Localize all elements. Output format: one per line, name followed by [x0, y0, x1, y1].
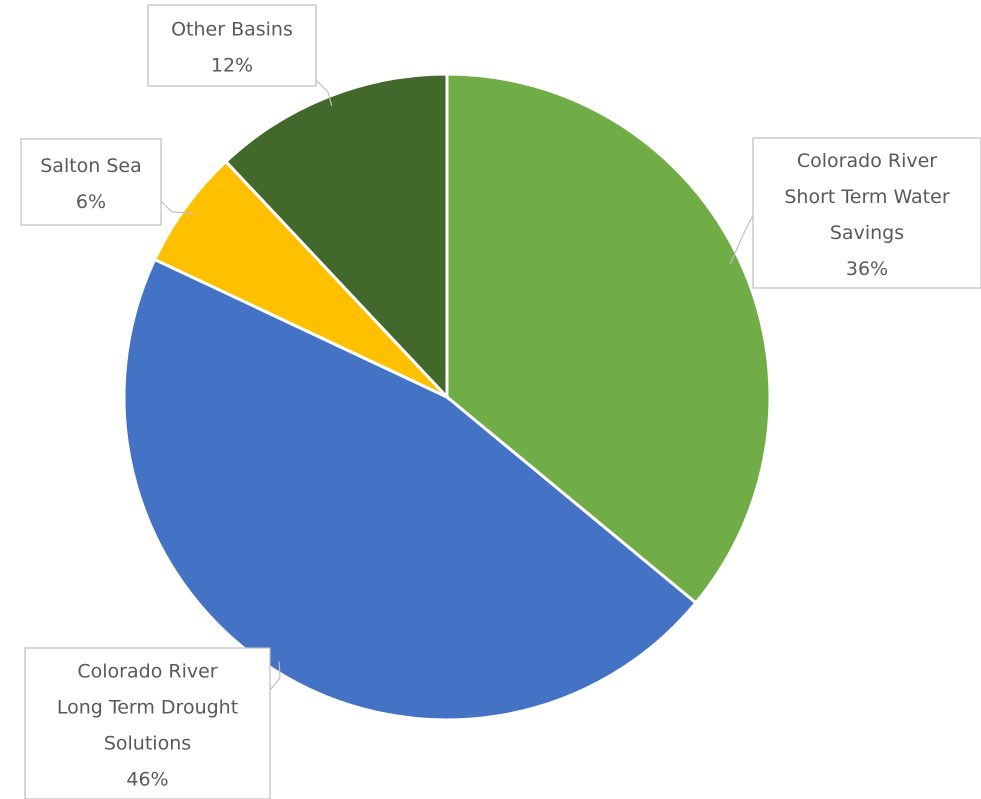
- data-label-4: Other Basins 12%: [147, 4, 333, 106]
- slice-percent-label: 46%: [126, 768, 168, 790]
- callout-box: [24, 647, 271, 799]
- leader-line: [729, 214, 754, 264]
- slice-percent-label: 36%: [846, 258, 888, 280]
- data-label-1: Colorado River Short Term Water Savings 36%: [729, 137, 981, 289]
- slice-category-label: Salton Sea: [40, 155, 142, 177]
- slice-category-label: Colorado River: [77, 660, 217, 682]
- leader-line: [315, 79, 333, 106]
- callout-box: [147, 4, 317, 87]
- pie-slice-2: [122, 257, 698, 722]
- slice-category-label: Colorado River: [797, 150, 937, 172]
- slice-category-label: Short Term Water: [784, 186, 949, 208]
- slice-category-label: Savings: [830, 222, 904, 244]
- slice-category-label: Other Basins: [171, 18, 293, 40]
- data-label-callouts: Colorado River Short Term Water Savings 36%…: [20, 4, 981, 799]
- pie-slices: [122, 72, 772, 722]
- leader-line: [269, 661, 281, 691]
- pie-slice-1: [445, 72, 772, 606]
- pie-slice-3: [152, 159, 449, 399]
- callout-box: [20, 138, 162, 226]
- pie-slice-4: [223, 72, 449, 401]
- data-label-2: Colorado River Long Term Drought Solutions…: [24, 647, 281, 799]
- slice-percent-label: 12%: [211, 54, 253, 76]
- slice-percent-label: 6%: [76, 191, 106, 213]
- slice-category-label: Solutions: [104, 732, 191, 754]
- leader-line: [159, 199, 194, 214]
- slice-category-label: Long Term Drought: [57, 696, 238, 718]
- data-label-3: Salton Sea 6%: [20, 138, 194, 226]
- callout-box: [752, 137, 981, 289]
